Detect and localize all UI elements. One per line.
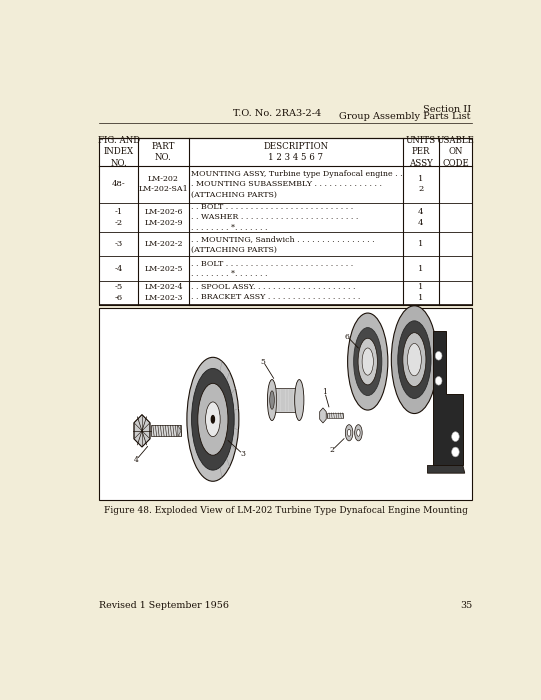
Polygon shape [427,466,465,473]
Text: . . MOUNTING, Sandwich . . . . . . . . . . . . . . . .
(ATTACHING PARTS): . . MOUNTING, Sandwich . . . . . . . . .… [191,235,375,253]
Bar [99,138,472,166]
Text: -1
-2: -1 -2 [115,208,123,227]
Text: PART
NO.: PART NO. [151,142,175,162]
Ellipse shape [354,328,382,396]
Text: Figure 48. Exploded View of LM-202 Turbine Type Dynafocal Engine Mounting: Figure 48. Exploded View of LM-202 Turbi… [104,506,467,515]
Text: 1: 1 [418,240,424,248]
Ellipse shape [206,402,220,437]
Text: 1: 1 [418,265,424,272]
Text: LM-202
LM-202-SA1: LM-202 LM-202-SA1 [138,175,188,193]
Text: 35: 35 [460,601,472,610]
Polygon shape [151,426,181,436]
Circle shape [452,432,459,442]
Ellipse shape [407,344,421,376]
Text: 6: 6 [345,332,349,340]
Circle shape [436,351,442,360]
Ellipse shape [362,348,373,375]
Text: UNITS
PER
ASSY: UNITS PER ASSY [406,136,436,167]
Text: 1
2: 1 2 [418,175,424,193]
Text: 2: 2 [330,446,335,454]
Polygon shape [320,408,326,423]
Ellipse shape [295,379,304,421]
Text: 48-: 48- [112,181,126,188]
Circle shape [436,377,442,385]
Ellipse shape [403,332,426,386]
Text: FIG. AND
INDEX
NO.: FIG. AND INDEX NO. [97,136,140,167]
Polygon shape [327,413,344,418]
Text: 4: 4 [134,456,139,463]
Ellipse shape [391,306,438,414]
Polygon shape [178,426,181,436]
Ellipse shape [198,384,228,455]
Ellipse shape [192,368,234,470]
Polygon shape [134,414,150,447]
Ellipse shape [347,429,351,436]
Ellipse shape [187,357,239,482]
Bar [99,308,472,500]
Text: Section II: Section II [423,105,471,114]
Text: MOUNTING ASSY, Turbine type Dynafocal engine . .
. MOUNTING SUBASSEMBLY . . . . : MOUNTING ASSY, Turbine type Dynafocal en… [191,170,403,198]
Text: 1
1: 1 1 [418,283,424,302]
Ellipse shape [345,425,353,441]
Text: LM-202-5: LM-202-5 [144,265,183,272]
Ellipse shape [355,425,362,441]
Text: -5
-6: -5 -6 [115,283,123,302]
Text: LM-202-4
LM-202-3: LM-202-4 LM-202-3 [144,283,183,302]
Text: . . BOLT . . . . . . . . . . . . . . . . . . . . . . . . . .
. . . . . . . . *. : . . BOLT . . . . . . . . . . . . . . . .… [191,260,353,278]
Text: 5: 5 [261,358,266,365]
Text: 3: 3 [240,450,245,458]
Ellipse shape [358,338,378,385]
Ellipse shape [212,416,214,423]
Text: -4: -4 [115,265,123,272]
Text: Revised 1 September 1956: Revised 1 September 1956 [99,601,229,610]
Text: USABLE
ON
CODE: USABLE ON CODE [437,136,474,167]
Ellipse shape [348,313,388,410]
Text: T.O. No. 2RA3-2-4: T.O. No. 2RA3-2-4 [233,109,321,118]
Text: . . BOLT . . . . . . . . . . . . . . . . . . . . . . . . . .
. . WASHER . . . . : . . BOLT . . . . . . . . . . . . . . . .… [191,203,359,232]
Circle shape [452,447,459,457]
Bar [99,138,472,305]
Ellipse shape [398,321,431,398]
Text: 1: 1 [322,389,327,396]
Text: 4
4: 4 4 [418,208,424,227]
Ellipse shape [357,429,360,436]
Ellipse shape [267,379,276,421]
Text: Group Assembly Parts List: Group Assembly Parts List [339,113,471,121]
Text: LM-202-2: LM-202-2 [144,240,183,248]
Text: DESCRIPTION
1 2 3 4 5 6 7: DESCRIPTION 1 2 3 4 5 6 7 [263,142,328,162]
Text: . . SPOOL ASSY. . . . . . . . . . . . . . . . . . . . .
. . BRACKET ASSY . . . .: . . SPOOL ASSY. . . . . . . . . . . . . … [191,284,360,302]
Polygon shape [272,389,299,412]
Text: -3: -3 [115,240,123,248]
Text: LM-202-6
LM-202-9: LM-202-6 LM-202-9 [144,208,183,227]
Polygon shape [433,331,463,466]
Ellipse shape [270,391,274,409]
